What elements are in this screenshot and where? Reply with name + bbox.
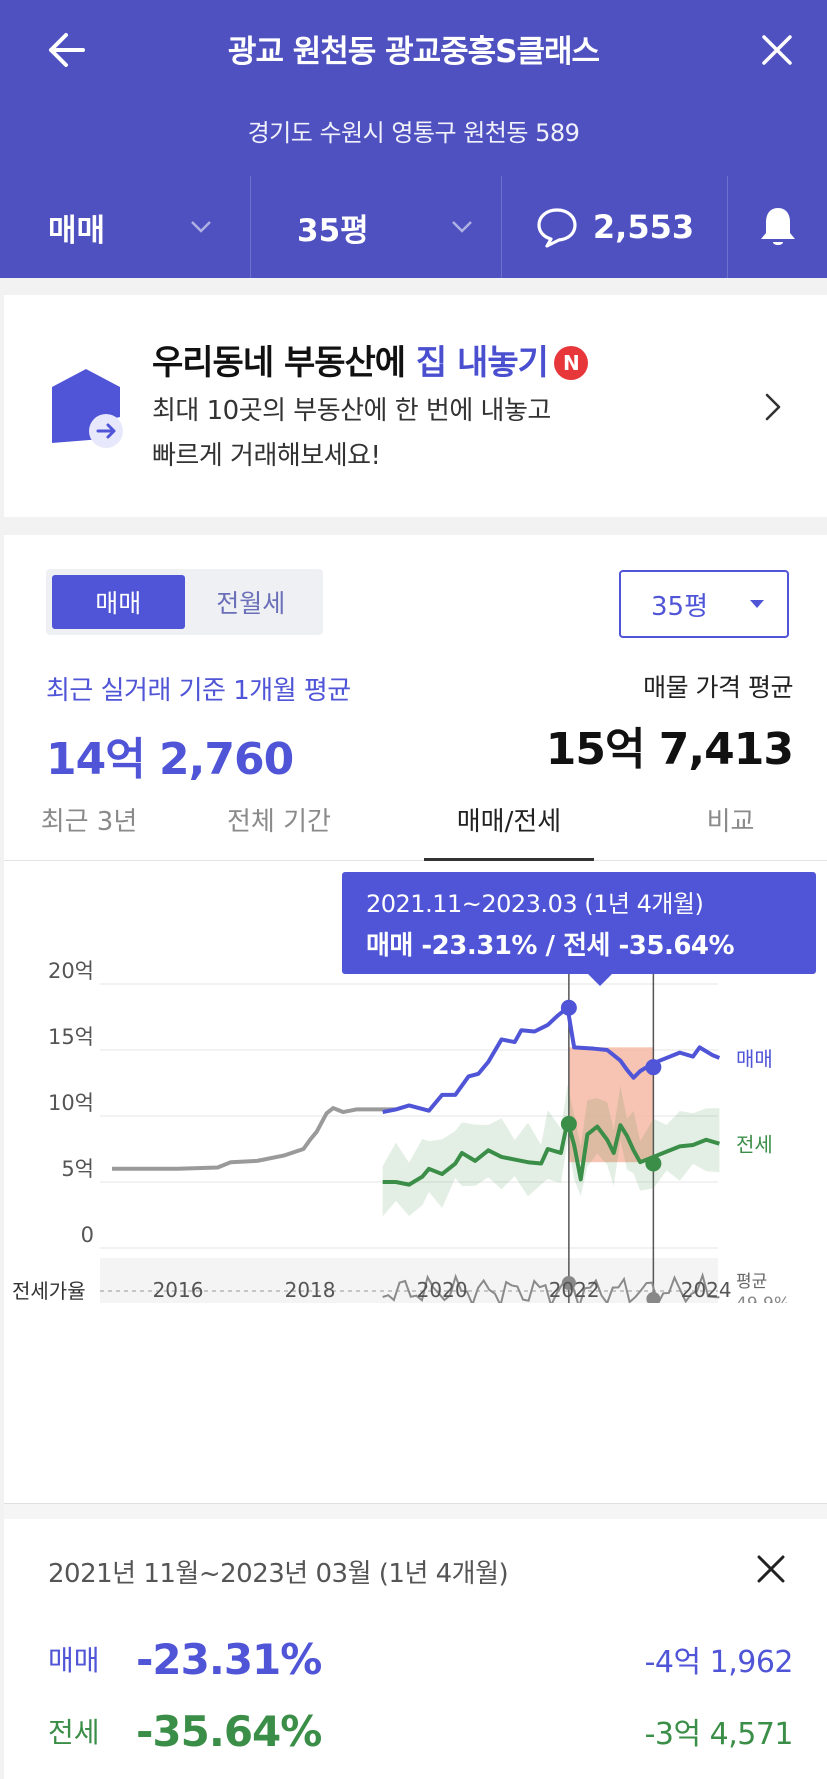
summary-sale-label: 매매	[48, 1644, 100, 1677]
bell-icon	[760, 208, 795, 245]
trade-segment: 매매 전월세	[46, 569, 323, 635]
summary-row-sale: 매매 -23.31% -4억 1,962	[48, 1629, 794, 1689]
section-divider	[4, 1503, 827, 1519]
complex-title: 광교 원천동 광교중흥S클래스	[227, 34, 600, 70]
sale-start-marker	[560, 999, 577, 1016]
promo-title-highlight: 집 내놓기	[415, 343, 549, 383]
summary-sale-pct: -23.31%	[136, 1634, 322, 1684]
promo-desc-line2: 빠르게 거래해보세요!	[152, 441, 381, 471]
y-tick-label: 20억	[48, 959, 94, 983]
ratio-series-line	[382, 1271, 720, 1303]
range-summary: 2021년 11월~2023년 03월 (1년 4개월) 매매 -23.31% …	[4, 1519, 827, 1779]
comment-count: 2,553	[592, 208, 695, 246]
trade-type-dropdown[interactable]: 매매	[0, 176, 251, 278]
close-icon	[757, 1555, 785, 1583]
tooltip-period: 2021.11~2023.03 (1년 4개월)	[366, 890, 704, 918]
close-button[interactable]	[749, 22, 805, 78]
promo-title-text: 우리동네 부동산에	[152, 343, 416, 383]
complex-address: 경기도 수원시 영통구 원천동 589	[247, 119, 580, 147]
ratio-label: 전세가율	[12, 1279, 86, 1303]
range-tooltip: 2021.11~2023.03 (1년 4개월) 매매 -23.31% / 전세…	[342, 872, 816, 986]
jeonse-end-marker	[645, 1155, 662, 1172]
house-arrow-icon	[52, 369, 123, 448]
chevron-down-icon	[191, 221, 211, 233]
y-tick-label: 0	[81, 1223, 94, 1247]
summary-jeonse-label: 전세	[48, 1716, 100, 1749]
ratio-avg-label: 평균	[736, 1272, 767, 1292]
history-series-line	[112, 1106, 396, 1171]
chevron-down-icon	[452, 221, 472, 233]
sale-series-line	[382, 1005, 721, 1115]
promo-chevron	[753, 387, 793, 427]
x-tick-label: 2024	[681, 1278, 732, 1302]
promo-title: 우리동네 부동산에 집 내놓기 N	[152, 335, 588, 384]
caret-down-icon	[750, 600, 764, 608]
size-dropdown[interactable]: 35평	[251, 176, 502, 278]
segment-rent[interactable]: 전월세	[216, 589, 286, 618]
back-button[interactable]	[38, 22, 94, 78]
summary-period: 2021년 11월~2023년 03월 (1년 4개월)	[48, 1559, 509, 1589]
trade-type-label: 매매	[48, 212, 106, 249]
ratio-end-marker	[646, 1292, 661, 1303]
top-header: 광교 원천동 광교중흥S클래스 경기도 수원시 영통구 원천동 589 매매 3…	[0, 0, 827, 278]
y-tick-label: 5억	[61, 1157, 94, 1181]
speech-bubble-icon	[537, 208, 577, 248]
size-select-label: 35평	[651, 591, 709, 622]
promo-banner[interactable]: 우리동네 부동산에 집 내놓기 N 최대 10곳의 부동산에 한 번에 내놓고 빠…	[4, 295, 827, 517]
ratio-band	[100, 1258, 718, 1303]
x-tick-label: 2018	[285, 1278, 336, 1302]
highlight-range-fill	[568, 1047, 654, 1163]
listing-avg-value: 15억 7,413	[545, 724, 794, 775]
sale-end-marker	[645, 1059, 662, 1076]
x-tick-label: 2022	[549, 1278, 600, 1302]
size-select[interactable]: 35평	[619, 570, 789, 638]
filter-bar: 매매 35평 2,553	[0, 176, 827, 278]
tab-recent-3y[interactable]: 최근 3년	[40, 807, 138, 837]
summary-jeonse-pct: -35.64%	[136, 1706, 322, 1756]
y-tick-label: 10억	[48, 1091, 94, 1115]
x-tick-label: 2020	[417, 1278, 468, 1302]
recent-trade-value: 14억 2,760	[46, 734, 294, 785]
tooltip-change: 매매 -23.31% / 전세 -35.64%	[366, 931, 735, 961]
jeonse-series-label: 전세	[736, 1133, 773, 1157]
new-badge: N	[553, 346, 588, 380]
tab-sale-jeonse[interactable]: 매매/전세	[384, 793, 634, 861]
summary-row-jeonse: 전세 -35.64% -3억 4,571	[48, 1701, 794, 1761]
ratio-avg-value: 49.9%	[736, 1294, 790, 1303]
recent-trade-label: 최근 실거래 기준 1개월 평균	[46, 676, 351, 706]
summary-close-button[interactable]	[749, 1547, 793, 1591]
arrow-left-icon	[49, 33, 85, 67]
x-tick-label: 2016	[153, 1278, 204, 1302]
promo-description: 최대 10곳의 부동산에 한 번에 내놓고 빠르게 거래해보세요!	[152, 389, 551, 479]
notification-button[interactable]	[728, 176, 827, 278]
tab-all-period[interactable]: 전체 기간	[227, 807, 331, 837]
size-label: 35평	[297, 212, 369, 249]
price-panel: 매매 전월세 35평 최근 실거래 기준 1개월 평균 매물 가격 평균 14억…	[4, 535, 827, 1779]
close-icon	[762, 35, 792, 65]
chevron-right-icon	[765, 393, 781, 421]
comments-button[interactable]: 2,553	[502, 176, 728, 278]
summary-sale-amount: -4억 1,962	[644, 1645, 794, 1680]
summary-jeonse-amount: -3억 4,571	[644, 1717, 794, 1752]
ratio-start-marker	[561, 1276, 576, 1290]
jeonse-start-marker	[560, 1115, 577, 1132]
promo-desc-line1: 최대 10곳의 부동산에 한 번에 내놓고	[152, 396, 551, 426]
listing-avg-label: 매물 가격 평균	[643, 673, 793, 702]
period-tabs: 최근 3년 전체 기간 매매/전세 비교	[4, 793, 827, 861]
sale-series-label: 매매	[736, 1047, 773, 1071]
segment-sale[interactable]: 매매	[52, 575, 185, 629]
tab-compare[interactable]: 비교	[706, 807, 755, 837]
y-tick-label: 15억	[48, 1025, 94, 1049]
